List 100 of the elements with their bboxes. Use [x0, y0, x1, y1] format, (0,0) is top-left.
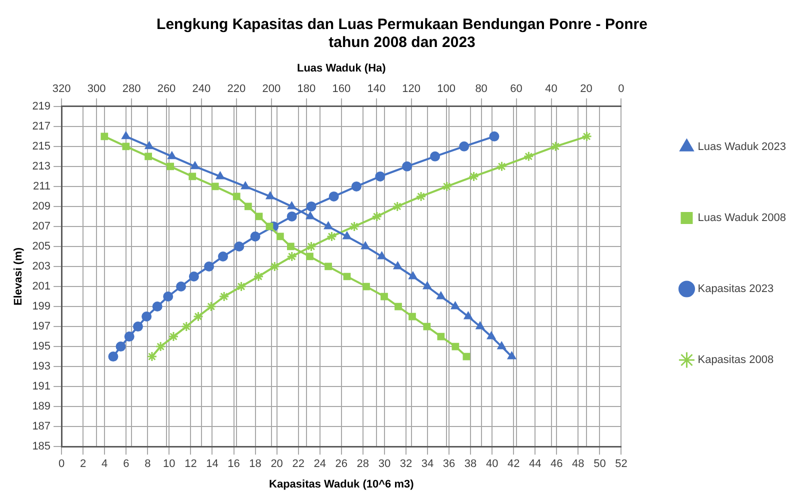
x2-tick-label: 0: [618, 82, 624, 95]
y-tick-label: 215: [32, 140, 51, 152]
y-tick-label: 199: [32, 300, 51, 313]
x-tick-label: 32: [400, 458, 412, 470]
x2-tick-label: 300: [87, 82, 106, 95]
x-tick-label: 40: [486, 458, 498, 470]
x2-tick-label: 200: [262, 82, 281, 95]
x2-tick-label: 320: [52, 82, 71, 95]
point: [430, 151, 440, 162]
x-tick-label: 42: [507, 458, 520, 470]
x2-tick-label: 60: [510, 82, 522, 95]
point: [206, 301, 216, 312]
point: [582, 131, 592, 142]
y-tick-label: 193: [32, 360, 51, 373]
legend-label: Luas Waduk 2008: [698, 212, 786, 224]
legend-label: Kapasitas 2008: [698, 354, 774, 366]
x-tick-label: 10: [163, 458, 176, 470]
x2-tick-label: 80: [475, 82, 488, 95]
x-tick-label: 44: [529, 458, 542, 470]
x-tick-label: 18: [249, 458, 262, 470]
y-tick-label: 209: [32, 200, 51, 212]
point: [416, 191, 426, 202]
point: [328, 191, 339, 202]
point: [372, 211, 382, 222]
x2-tick-label: 220: [227, 82, 246, 95]
x-tick-label: 50: [594, 458, 606, 470]
x-tick-label: 36: [442, 458, 456, 470]
legend-label: Kapasitas 2023: [698, 283, 774, 296]
x-tick-label: 14: [206, 458, 218, 470]
y-tick-label: 185: [32, 440, 51, 453]
point: [234, 241, 244, 252]
y-tick-label: 207: [32, 220, 51, 232]
point: [155, 341, 166, 352]
x2-tick-label: 160: [332, 82, 351, 95]
x-tick-label: 8: [144, 458, 151, 470]
point: [375, 171, 386, 182]
x-tick-label: 6: [123, 458, 130, 470]
legend-label: Luas Waduk 2023: [698, 141, 786, 154]
x2-axis-title: Luas Waduk (Ha): [296, 62, 386, 75]
y-tick-label: 197: [32, 320, 51, 333]
x-tick-label: 26: [335, 458, 348, 470]
x2-tick-label: 100: [437, 82, 456, 95]
point: [269, 261, 280, 272]
x-tick-label: 12: [184, 458, 197, 470]
point: [163, 292, 174, 302]
point: [459, 141, 470, 152]
x-axis-title: Kapasitas Waduk (10^6 m3): [268, 478, 414, 490]
x2-tick-label: 40: [545, 82, 558, 95]
x-tick-label: 20: [270, 458, 283, 470]
point: [349, 221, 360, 232]
point: [286, 211, 297, 222]
y-tick-label: 195: [32, 340, 51, 353]
y-tick-label: 205: [32, 240, 51, 253]
y-axis-title: Elevasi (m): [12, 247, 25, 306]
point: [326, 231, 337, 242]
point: [132, 322, 143, 332]
x-tick-label: 4: [102, 458, 108, 470]
point: [218, 251, 228, 262]
point: [142, 312, 152, 322]
point: [146, 351, 158, 362]
point: [116, 342, 126, 352]
y-tick-label: 213: [32, 160, 51, 172]
point: [188, 272, 199, 282]
point: [152, 302, 162, 312]
x-tick-label: 38: [464, 458, 477, 470]
point: [236, 281, 247, 292]
y-tick-label: 189: [32, 400, 51, 413]
x2-tick-label: 20: [580, 82, 592, 95]
chart-title: Lengkung Kapasitas dan Luas Permukaan Bendungan Ponre - Ponre tahun 2008 dan 2023: [156, 16, 648, 52]
point: [192, 311, 204, 322]
point: [204, 261, 214, 272]
x-tick-label: 22: [292, 458, 304, 470]
point: [218, 291, 230, 302]
point: [392, 201, 403, 212]
x2-tick-label: 260: [157, 82, 176, 95]
point: [181, 321, 192, 332]
point: [286, 251, 298, 262]
x2-tick-label: 120: [402, 82, 421, 95]
point: [124, 332, 134, 342]
x2-tick-label: 240: [192, 82, 211, 95]
x2-tick-label: 180: [297, 82, 316, 95]
point: [108, 352, 118, 362]
point: [550, 141, 561, 152]
x-tick-label: 46: [550, 458, 563, 470]
y-tick-label: 217: [32, 120, 51, 132]
y-tick-label: 203: [32, 260, 51, 273]
point: [306, 201, 316, 212]
x-tick-label: 0: [58, 458, 65, 470]
y-tick-label: 219: [32, 100, 51, 112]
point: [496, 161, 508, 172]
y-tick-label: 211: [33, 180, 51, 192]
point: [176, 282, 186, 292]
x-tick-label: 24: [314, 458, 326, 470]
x2-tick-label: 140: [367, 82, 386, 95]
x-tick-label: 48: [572, 458, 584, 470]
point: [402, 161, 412, 172]
point: [306, 241, 317, 252]
y-tick-label: 187: [32, 420, 51, 433]
x-tick-label: 2: [80, 458, 86, 470]
point: [250, 231, 260, 242]
